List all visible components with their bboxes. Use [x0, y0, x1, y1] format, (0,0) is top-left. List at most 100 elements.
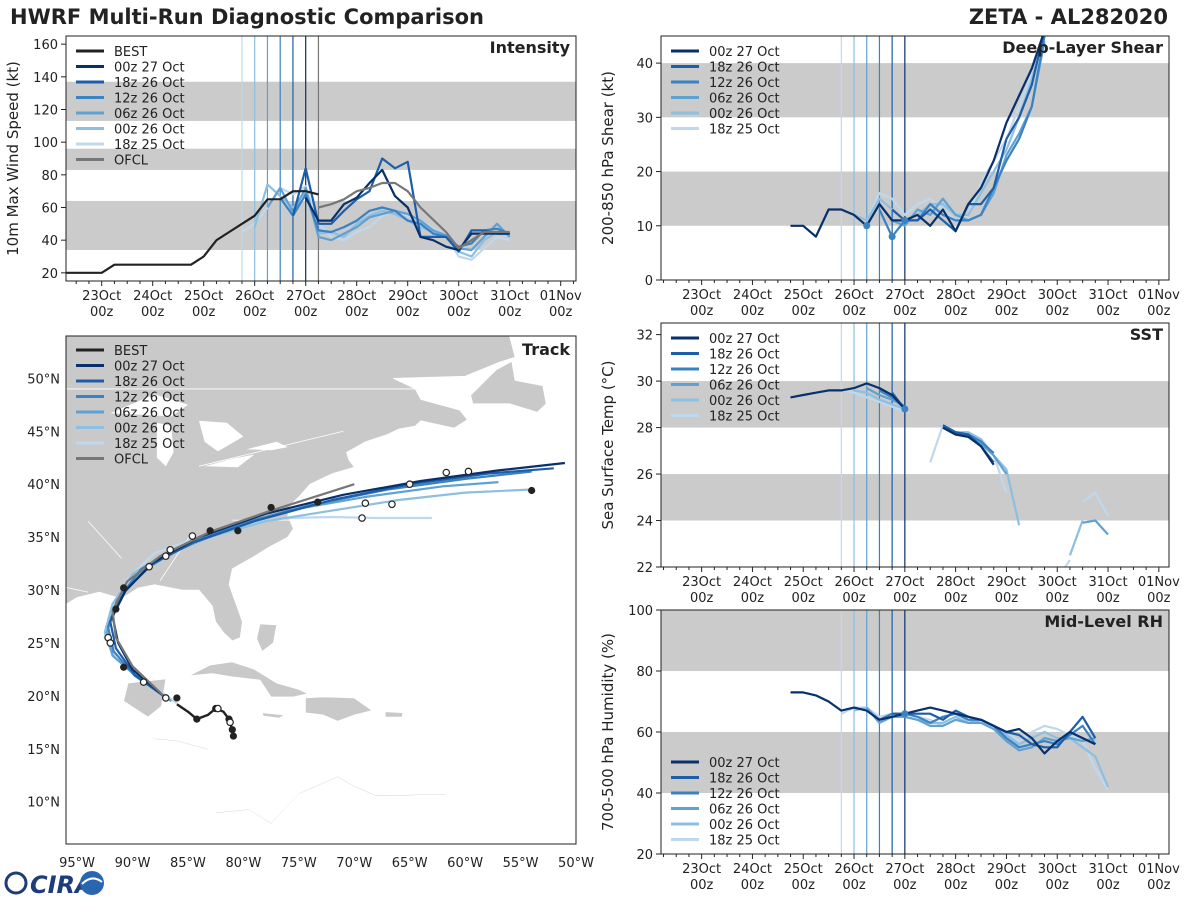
track-forecast-marker-14	[442, 468, 451, 477]
sst-xtick-label: 26Oct	[835, 575, 874, 590]
track-forecast-marker-15	[464, 467, 473, 476]
intensity-ytick-label: 20	[41, 267, 58, 282]
shear-ytick-label: 10	[636, 220, 653, 235]
rh-xtick-sublabel: 00z	[1046, 878, 1070, 893]
track-lake-1	[156, 422, 174, 467]
rh-ytick-label: 100	[628, 604, 653, 619]
rh-xtick-sublabel: 00z	[893, 878, 917, 893]
rh-xtick-sublabel: 00z	[690, 878, 714, 893]
intensity-xtick-label: 31Oct	[490, 289, 529, 304]
rh-ytick-label: 20	[636, 848, 653, 863]
shear-xtick-sublabel: 00z	[690, 304, 714, 319]
shear-xtick-sublabel: 00z	[1046, 304, 1070, 319]
main-title: HWRF Multi-Run Diagnostic Comparison	[10, 5, 484, 29]
intensity-ytick-label: 140	[33, 71, 58, 86]
rh-xtick-sublabel: 00z	[1147, 878, 1171, 893]
track-best-marker-10	[234, 527, 242, 535]
shear-xtick-sublabel: 00z	[842, 304, 866, 319]
sst-series-00z-26-oct-seg2	[1068, 520, 1084, 556]
shear-legend-label-18z-25-oct: 18z 25 Oct	[709, 123, 780, 138]
intensity-ytick-label: 60	[41, 202, 58, 217]
track-xtick-label: 70°W	[336, 856, 372, 871]
shear-ytick-label: 40	[636, 57, 653, 72]
rh-marker-0	[901, 710, 909, 718]
shear-ytick-label: 0	[645, 274, 653, 289]
track-land-cuba	[188, 661, 309, 698]
intensity-band-1	[66, 148, 576, 170]
rh-ylabel: 700-500 hPa Humidity (%)	[599, 633, 617, 831]
rh-xtick-sublabel: 00z	[842, 878, 866, 893]
sst-ytick-label: 32	[636, 329, 653, 344]
rh-xtick-label: 29Oct	[987, 862, 1026, 877]
rh-xtick-label: 31Oct	[1089, 862, 1128, 877]
shear-xtick-sublabel: 00z	[893, 304, 917, 319]
track-ytick-label: 15°N	[27, 743, 60, 758]
sst-xtick-label: 25Oct	[784, 575, 823, 590]
track-best-marker-6	[120, 663, 128, 671]
sst-series-00z-26-oct-seg0	[853, 389, 906, 411]
sst-legend-label-00z-26-oct: 00z 26 Oct	[709, 394, 780, 409]
intensity-xtick-sublabel: 00z	[294, 305, 318, 320]
track-title: Track	[522, 340, 570, 359]
rh-legend-label-00z-26-oct: 00z 26 Oct	[709, 818, 780, 833]
sst-ytick-label: 24	[636, 515, 653, 530]
sst-xtick-sublabel: 00z	[1147, 591, 1171, 606]
intensity-legend-label-12z-26-oct: 12z 26 Oct	[114, 92, 185, 107]
track-series-18z-26-oct	[109, 467, 554, 700]
track-lake-4	[246, 441, 288, 451]
shear-marker-1	[888, 233, 896, 241]
track-land-newfoundland	[470, 360, 547, 413]
sst-xtick-label: 24Oct	[733, 575, 772, 590]
intensity-legend-label-best: BEST	[114, 45, 147, 60]
intensity-title: Intensity	[490, 38, 571, 57]
shear-legend-label-12z-26-oct: 12z 26 Oct	[709, 76, 780, 91]
intensity-series-12z-26-oct	[279, 193, 511, 248]
shear-frame	[660, 35, 1170, 281]
track-series-ofcl	[111, 483, 355, 697]
rh-ytick-label: 80	[636, 665, 653, 680]
intensity-ytick-label: 100	[33, 136, 58, 151]
shear-xtick-label: 26Oct	[835, 288, 874, 303]
track-ytick-label: 45°N	[27, 425, 60, 440]
sst-marker-0	[901, 405, 909, 413]
rh-legend-label-18z-26-oct: 18z 26 Oct	[709, 772, 780, 787]
sst-xtick-sublabel: 00z	[944, 591, 968, 606]
shear-xtick-label: 25Oct	[784, 288, 823, 303]
sst-xtick-sublabel: 00z	[893, 591, 917, 606]
track-ytick-label: 50°N	[27, 372, 60, 387]
shear-xtick-sublabel: 00z	[792, 304, 816, 319]
shear-xtick-sublabel: 00z	[995, 304, 1019, 319]
intensity-ytick-label: 160	[33, 38, 58, 53]
track-lake-0	[110, 394, 188, 417]
intensity-xtick-sublabel: 00z	[192, 305, 216, 320]
intensity-frame	[65, 35, 577, 282]
shear-xtick-sublabel: 00z	[1147, 304, 1171, 319]
intensity-xtick-sublabel: 00z	[243, 305, 267, 320]
sst-band-0	[661, 474, 1169, 521]
track-ytick-label: 10°N	[27, 796, 60, 811]
shear-xtick-label: 28Oct	[936, 288, 975, 303]
sst-frame	[660, 322, 1170, 568]
track-legend-label-12z-26-oct: 12z 26 Oct	[114, 391, 185, 406]
track-ytick-label: 30°N	[27, 584, 60, 599]
intensity-xtick-label: 24Oct	[133, 289, 172, 304]
intensity-legend-label-ofcl: OFCL	[114, 154, 149, 169]
track-best-marker-13	[528, 486, 536, 495]
sst-series-18z-25-oct-seg2	[1063, 559, 1071, 567]
shear-title: Deep-Layer Shear	[1002, 38, 1163, 57]
shear-marker-0	[863, 222, 871, 230]
track-legend-label-00z-27-oct: 00z 27 Oct	[114, 360, 185, 375]
track-border-3	[87, 520, 122, 559]
intensity-band-2	[66, 81, 576, 121]
rh-legend-label-12z-26-oct: 12z 26 Oct	[709, 787, 780, 802]
track-forecast-marker-9	[161, 552, 170, 560]
shear-ylabel: 200-850 hPa Shear (kt)	[599, 71, 617, 245]
track-best-marker-0	[229, 732, 238, 740]
track-forecast-marker-11	[388, 500, 396, 509]
rh-xtick-label: 30Oct	[1038, 862, 1077, 877]
intensity-xtick-sublabel: 00z	[141, 305, 165, 320]
track-ytick-label: 20°N	[27, 690, 60, 705]
track-land-hispaniola	[305, 696, 373, 722]
track-ytick-label: 35°N	[27, 531, 60, 546]
sst-ytick-label: 30	[636, 375, 653, 390]
